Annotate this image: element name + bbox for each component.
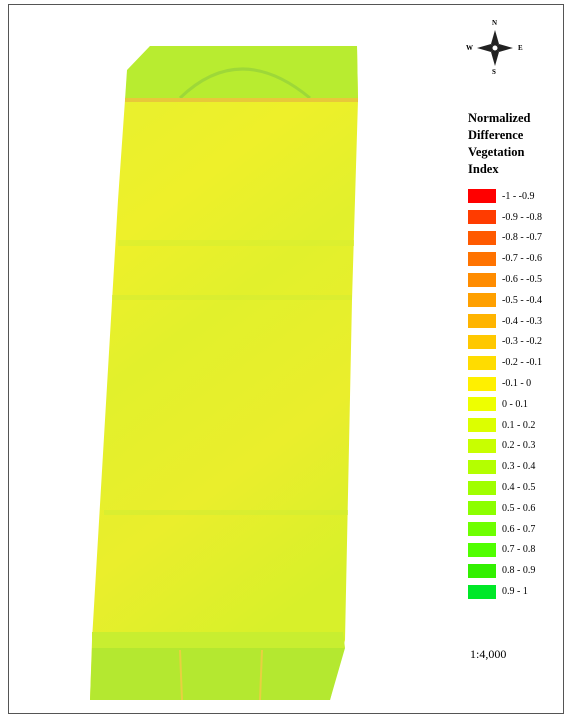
legend-item: -0.3 - -0.2 (468, 332, 542, 353)
legend-item: -0.9 - -0.8 (468, 207, 542, 228)
legend-label: 0.3 - 0.4 (502, 461, 535, 472)
legend-label: -0.2 - -0.1 (502, 357, 542, 368)
legend-swatch (468, 335, 496, 349)
legend-label: 0.7 - 0.8 (502, 544, 535, 555)
legend-label: 0 - 0.1 (502, 399, 528, 410)
legend-label: 0.8 - 0.9 (502, 565, 535, 576)
legend-item: -0.5 - -0.4 (468, 290, 542, 311)
legend-swatch (468, 481, 496, 495)
legend-title: Normalized Difference Vegetation Index (468, 110, 548, 178)
legend-label: -1 - -0.9 (502, 191, 535, 202)
legend-item: -0.7 - -0.6 (468, 248, 542, 269)
legend-swatch (468, 356, 496, 370)
legend-swatch (468, 377, 496, 391)
legend-swatch (468, 564, 496, 578)
legend-swatch (468, 439, 496, 453)
legend-swatch (468, 418, 496, 432)
legend-swatch (468, 522, 496, 536)
legend-swatch (468, 252, 496, 266)
legend-label: -0.6 - -0.5 (502, 274, 542, 285)
legend-label: 0.4 - 0.5 (502, 482, 535, 493)
legend-swatch (468, 501, 496, 515)
compass-s: S (492, 68, 496, 76)
legend-item: 0 - 0.1 (468, 394, 542, 415)
legend-item: 0.9 - 1 (468, 581, 542, 602)
compass-w: W (466, 44, 473, 52)
legend-label: -0.1 - 0 (502, 378, 531, 389)
compass-n: N (492, 19, 497, 27)
legend: -1 - -0.9 -0.9 - -0.8 -0.8 - -0.7 -0.7 - -0… (468, 186, 542, 602)
legend-label: 0.1 - 0.2 (502, 420, 535, 431)
legend-label: -0.7 - -0.6 (502, 253, 542, 264)
legend-label: 0.5 - 0.6 (502, 503, 535, 514)
legend-item: 0.7 - 0.8 (468, 540, 542, 561)
legend-swatch (468, 189, 496, 203)
legend-item: 0.6 - 0.7 (468, 519, 542, 540)
legend-label: -0.9 - -0.8 (502, 212, 542, 223)
legend-item: 0.5 - 0.6 (468, 498, 542, 519)
legend-label: -0.8 - -0.7 (502, 232, 542, 243)
legend-swatch (468, 231, 496, 245)
legend-item: -0.2 - -0.1 (468, 352, 542, 373)
legend-item: 0.4 - 0.5 (468, 477, 542, 498)
legend-label: 0.6 - 0.7 (502, 524, 535, 535)
legend-item: -0.1 - 0 (468, 373, 542, 394)
legend-swatch (468, 460, 496, 474)
legend-label: -0.4 - -0.3 (502, 316, 542, 327)
compass-e: E (518, 44, 523, 52)
legend-swatch (468, 273, 496, 287)
legend-item: -0.8 - -0.7 (468, 228, 542, 249)
field (90, 46, 358, 700)
legend-label: -0.3 - -0.2 (502, 336, 542, 347)
scale: 1:4,000 (470, 647, 506, 662)
legend-item: 0.3 - 0.4 (468, 456, 542, 477)
legend-item: -0.4 - -0.3 (468, 311, 542, 332)
legend-item: 0.2 - 0.3 (468, 436, 542, 457)
legend-item: 0.1 - 0.2 (468, 415, 542, 436)
page: {"legend": {"title": "Normalized Differe… (0, 0, 574, 721)
legend-swatch (468, 210, 496, 224)
legend-swatch (468, 543, 496, 557)
legend-swatch (468, 585, 496, 599)
legend-swatch (468, 293, 496, 307)
legend-label: 0.9 - 1 (502, 586, 528, 597)
legend-item: 0.8 - 0.9 (468, 560, 542, 581)
legend-label: -0.5 - -0.4 (502, 295, 542, 306)
legend-item: -0.6 - -0.5 (468, 269, 542, 290)
legend-item: -1 - -0.9 (468, 186, 542, 207)
legend-swatch (468, 314, 496, 328)
legend-swatch (468, 397, 496, 411)
compass-rose (477, 30, 513, 66)
legend-label: 0.2 - 0.3 (502, 440, 535, 451)
